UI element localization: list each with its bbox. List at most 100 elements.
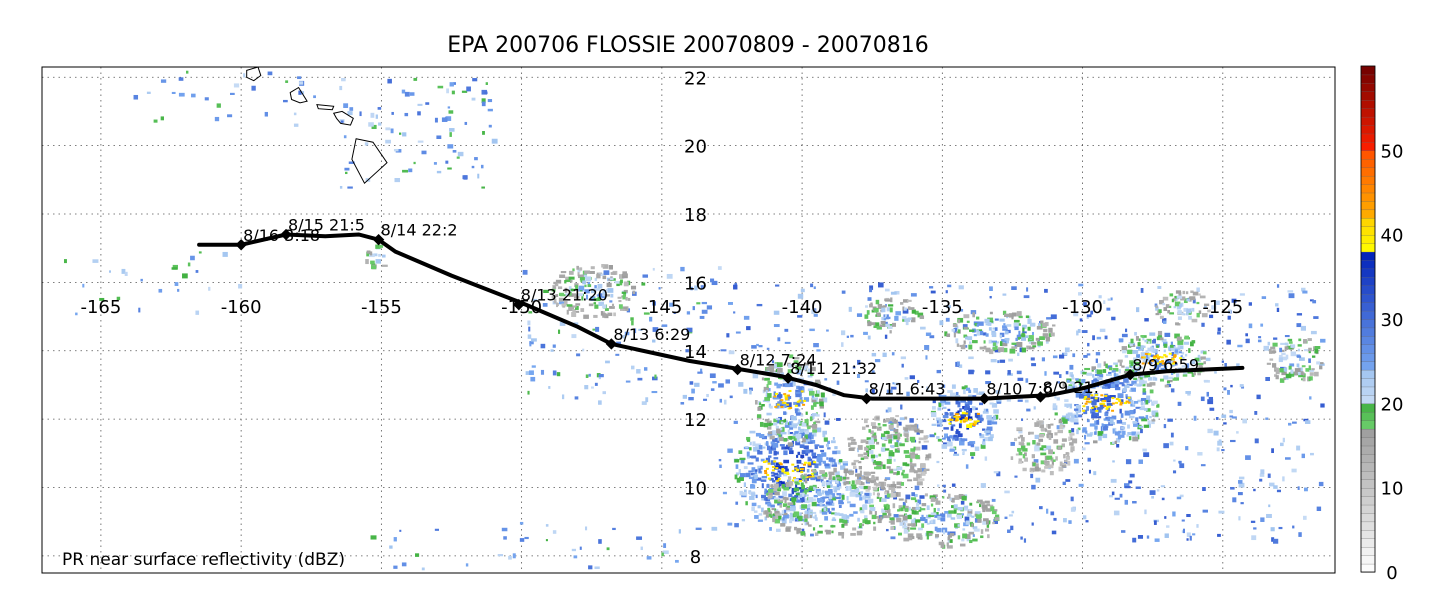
precip-cell-pixel — [1290, 369, 1294, 374]
precip-cell-pixel — [596, 274, 601, 279]
colorbar-step — [1360, 65, 1376, 76]
precip-cell-pixel — [813, 421, 816, 425]
precip-cell-pixel — [781, 468, 785, 473]
precip-cell-pixel — [1191, 373, 1195, 377]
precip-cell-pixel — [768, 511, 773, 516]
precip-speckle — [943, 489, 947, 493]
precip-core-pixel — [1173, 361, 1177, 364]
observation-label: 8/9 6:59 — [1132, 356, 1199, 375]
precip-cell-pixel — [865, 488, 870, 492]
precip-speckle — [1110, 478, 1117, 483]
precip-cell-pixel — [1052, 459, 1056, 462]
precip-cell-pixel — [902, 519, 908, 523]
precip-cell-pixel — [868, 429, 871, 433]
precip-cell-pixel — [967, 509, 973, 514]
precip-speckle — [1276, 284, 1280, 288]
precip-cell-pixel — [962, 450, 965, 455]
precip-cell-pixel — [905, 454, 911, 459]
precip-cell-pixel — [888, 513, 892, 517]
precip-cell-pixel — [749, 441, 752, 446]
precip-cell-pixel — [867, 486, 871, 490]
precip-speckle — [542, 303, 548, 307]
precip-core-pixel — [1172, 355, 1176, 358]
precip-cell-pixel — [1153, 358, 1159, 363]
colorbar-step — [1360, 479, 1376, 489]
precip-speckle — [916, 379, 920, 383]
precip-cell-pixel — [982, 438, 986, 444]
precip-speckle — [1296, 323, 1302, 328]
colorbar-step — [1360, 209, 1376, 219]
precip-cell-pixel — [949, 533, 955, 537]
precip-cell-pixel — [994, 414, 999, 420]
precip-cell-pixel — [810, 373, 814, 376]
precip-speckle — [1304, 420, 1311, 424]
precip-cell-pixel — [1203, 351, 1207, 355]
precip-cell-pixel — [556, 302, 559, 308]
precip-cell-pixel — [1038, 447, 1044, 451]
precip-cell-pixel — [1061, 443, 1065, 448]
precip-cell-pixel — [1288, 341, 1293, 344]
precip-cell-pixel — [1185, 291, 1189, 295]
precip-speckle — [243, 73, 246, 78]
precip-cell-pixel — [1188, 348, 1191, 353]
precip-speckle — [997, 360, 1000, 364]
precip-cell-pixel — [780, 431, 787, 435]
precip-cell-pixel — [838, 500, 844, 505]
precip-cell-pixel — [1036, 325, 1043, 330]
precip-cell-pixel — [1047, 430, 1052, 435]
precip-cell-pixel — [873, 481, 877, 486]
precip-cell-pixel — [1058, 466, 1064, 472]
precip-cell-pixel — [582, 280, 586, 285]
precip-cell-pixel — [764, 488, 767, 492]
precip-core-pixel — [971, 422, 975, 425]
precip-cell-pixel — [1171, 351, 1175, 357]
precip-speckle — [1010, 525, 1014, 531]
precip-cell-pixel — [891, 418, 894, 423]
precip-speckle — [1156, 489, 1160, 492]
precip-cell-pixel — [970, 452, 976, 456]
precip-cell-pixel — [848, 442, 851, 448]
precip-cell-pixel — [872, 492, 876, 496]
precip-cell-pixel — [984, 430, 990, 433]
precip-cell-pixel — [895, 311, 902, 316]
observation-label: 8/13 6:29 — [613, 325, 690, 344]
precip-cell-pixel — [920, 463, 926, 468]
precip-cell-pixel — [884, 506, 888, 510]
precip-speckle — [1025, 378, 1029, 383]
precip-cell-pixel — [782, 491, 787, 497]
precip-speckle — [178, 92, 185, 97]
precip-cell-pixel — [918, 440, 921, 444]
precip-speckle — [871, 352, 877, 357]
precip-speckle — [1070, 496, 1074, 502]
precip-cell-pixel — [1281, 371, 1287, 376]
precip-cell-pixel — [1021, 325, 1027, 328]
precip-cell-pixel — [1148, 341, 1151, 344]
precip-cell-pixel — [1066, 453, 1070, 457]
precip-cell-pixel — [1303, 339, 1307, 344]
precip-cell-pixel — [1191, 307, 1195, 312]
precip-speckle — [512, 553, 516, 559]
precip-cell-pixel — [745, 446, 749, 449]
precip-cell-pixel — [1054, 432, 1058, 436]
precip-cell-pixel — [375, 259, 382, 264]
precip-cell-pixel — [954, 495, 960, 500]
precip-cell-pixel — [989, 402, 994, 405]
precip-cell-pixel — [803, 397, 810, 402]
precip-cell-pixel — [1127, 424, 1130, 429]
precip-core-pixel — [957, 415, 961, 418]
precip-cell-pixel — [890, 492, 896, 498]
precip-cell-pixel — [787, 369, 793, 374]
precip-cell-pixel — [863, 515, 868, 519]
precip-speckle — [995, 390, 1001, 394]
precip-cell-pixel — [785, 505, 790, 511]
precip-cell-pixel — [1269, 358, 1274, 361]
precip-cell-pixel — [930, 412, 937, 418]
precip-speckle — [1169, 441, 1174, 446]
precip-cell-pixel — [986, 426, 993, 431]
precip-cell-pixel — [761, 404, 765, 407]
precip-speckle — [797, 293, 804, 299]
precip-speckle — [1239, 384, 1244, 388]
precip-core-pixel — [791, 463, 795, 466]
colorbar-step — [1360, 428, 1376, 438]
